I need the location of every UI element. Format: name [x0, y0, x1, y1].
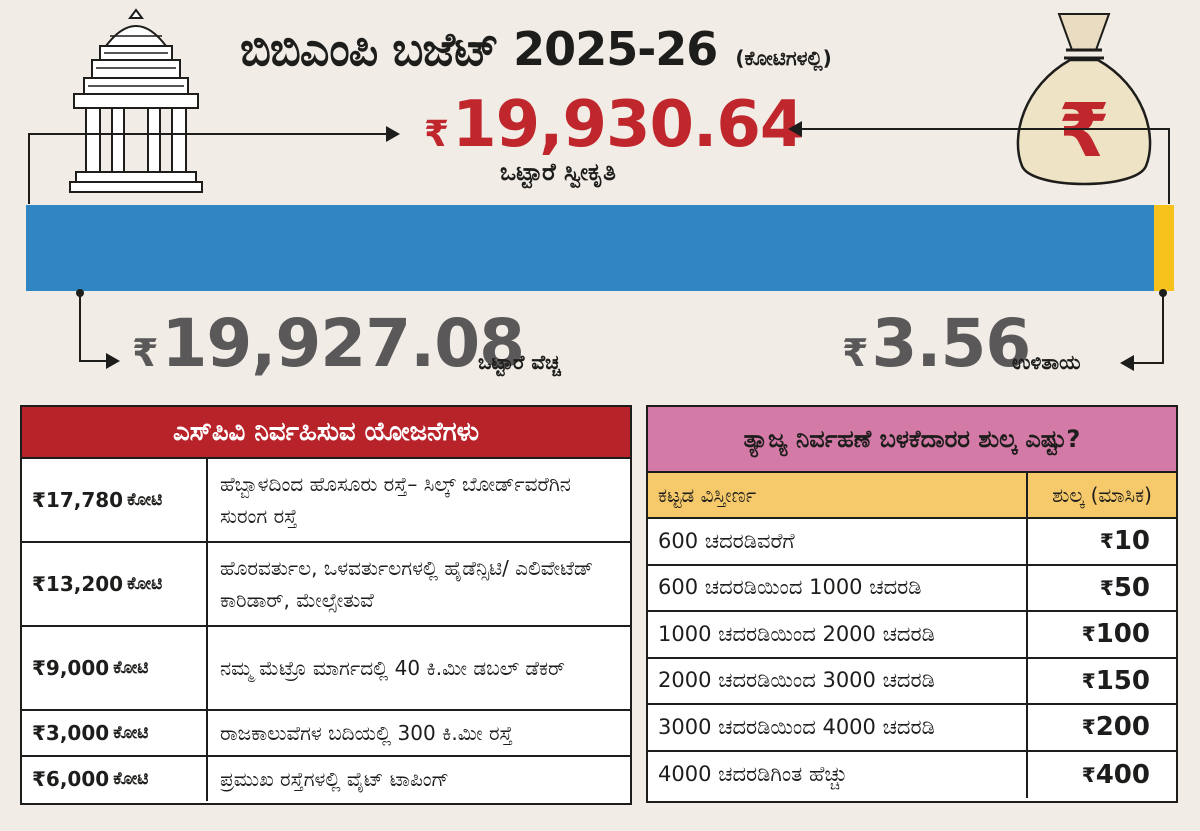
table-row: 600 ಚದರಡಿವರೆಗೆ ₹10: [648, 519, 1176, 566]
spv-projects-table: ಎಸ್‌ಪಿವಿ ನಿರ್ವಹಿಸುವ ಯೋಜನೆಗಳು ₹17,780 ಕೋಟಿ…: [20, 405, 632, 805]
fee-cell: ₹50: [1099, 572, 1150, 603]
table-row: 1000 ಚದರಡಿಯಿಂದ 2000 ಚದರಡಿ ₹100: [648, 612, 1176, 659]
fee-cell: ₹200: [1081, 712, 1150, 743]
area-cell: 4000 ಚದರಡಿಗಿಂತ ಹೆಚ್ಚು: [648, 751, 1028, 798]
column-header-fee: ಶುಲ್ಕ (ಮಾಸಿಕ): [1052, 483, 1152, 507]
connector-left-vertical: [28, 134, 30, 204]
project-description: ಪ್ರಮುಖ ರಸ್ತೆಗಳಲ್ಲಿ ವೈಟ್ ಟಾಪಿಂಗ್: [220, 767, 449, 791]
arrow-right-icon: [386, 126, 400, 142]
fee-cell: ₹10: [1099, 526, 1150, 557]
connector-right-horizontal: [802, 128, 1170, 130]
table-row: ₹3,000 ಕೋಟಿ ರಾಜಕಾಲುವೆಗಳ ಬದಿಯಲ್ಲಿ 300 ಕಿ.ಮ…: [22, 711, 630, 757]
total-receipts-amount: ₹19,930.64: [424, 88, 804, 162]
project-amount: ₹9,000 ಕೋಟಿ: [22, 627, 208, 709]
table-row: 4000 ಚದರಡಿಗಿಂತ ಹೆಚ್ಚು ₹400: [648, 751, 1176, 798]
connector-right-vertical: [1168, 128, 1170, 204]
waste-fee-heading: ತ್ಯಾಜ್ಯ ನಿರ್ವಹಣೆ ಬಳಕೆದಾರರ ಶುಲ್ಕ ಎಷ್ಟು?: [648, 407, 1176, 473]
waste-fee-table: ತ್ಯಾಜ್ಯ ನಿರ್ವಹಣೆ ಬಳಕೆದಾರರ ಶುಲ್ಕ ಎಷ್ಟು? ಕ…: [646, 405, 1178, 803]
surplus-amount: ₹3.56: [842, 305, 1031, 382]
temple-icon: [69, 8, 203, 193]
arrow-right-icon: [106, 353, 120, 369]
expenditure-connector-vertical: [79, 293, 81, 361]
unit-note: (ಕೋಟಿಗಳಲ್ಲಿ): [735, 46, 832, 70]
budget-title-row: ಬಿಬಿಎಂಪಿ ಬಜೆಟ್ 2025-26 (ಕೋಟಿಗಳಲ್ಲಿ): [240, 22, 832, 78]
table-row: 3000 ಚದರಡಿಯಿಂದ 4000 ಚದರಡಿ ₹200: [648, 705, 1176, 752]
project-amount: ₹3,000 ಕೋಟಿ: [22, 711, 208, 755]
waste-fee-column-header: ಕಟ್ಟಡ ವಿಸ್ತೀರ್ಣ ಶುಲ್ಕ (ಮಾಸಿಕ): [648, 473, 1176, 519]
table-row: ₹6,000 ಕೋಟಿ ಪ್ರಮುಖ ರಸ್ತೆಗಳಲ್ಲಿ ವೈಟ್ ಟಾಪಿಂ…: [22, 757, 630, 801]
project-amount: ₹13,200 ಕೋಟಿ: [22, 543, 208, 625]
expenditure-label: ಒಟ್ಟಾರೆ ವೆಚ್ಚ: [478, 350, 561, 374]
fee-cell: ₹100: [1081, 619, 1150, 650]
fee-cell: ₹150: [1081, 665, 1150, 696]
area-cell: 600 ಚದರಡಿಯಿಂದ 1000 ಚದರಡಿ: [648, 565, 1028, 610]
project-description: ಹೆಬ್ಬಾಳದಿಂದ ಹೊಸೂರು ರಸ್ತೆ– ಸಿಲ್ಕ್ ಬೋರ್ಡ್‌…: [220, 472, 571, 528]
table-row: 600 ಚದರಡಿಯಿಂದ 1000 ಚದರಡಿ ₹50: [648, 565, 1176, 612]
project-amount: ₹6,000 ಕೋಟಿ: [22, 757, 208, 801]
project-description: ರಾಜಕಾಲುವೆಗಳ ಬದಿಯಲ್ಲಿ 300 ಕಿ.ಮೀ ರಸ್ತೆ: [220, 721, 513, 745]
table-row: 2000 ಚದರಡಿಯಿಂದ 3000 ಚದರಡಿ ₹150: [648, 658, 1176, 705]
budget-title: ಬಿಬಿಎಂಪಿ ಬಜೆಟ್ 2025-26: [240, 22, 718, 76]
column-header-area: ಕಟ್ಟಡ ವಿಸ್ತೀರ್ಣ: [648, 473, 1028, 517]
budget-bar: [26, 205, 1174, 291]
spv-projects-heading: ಎಸ್‌ಪಿವಿ ನಿರ್ವಹಿಸುವ ಯೋಜನೆಗಳು: [22, 407, 630, 459]
area-cell: 3000 ಚದರಡಿಯಿಂದ 4000 ಚದರಡಿ: [648, 705, 1028, 750]
area-cell: 600 ಚದರಡಿವರೆಗೆ: [648, 519, 1028, 564]
expenditure-connector-horizontal: [79, 360, 109, 362]
total-receipts: ₹19,930.64: [0, 88, 1200, 162]
surplus-segment: [1154, 205, 1174, 291]
project-amount: ₹17,780 ಕೋಟಿ: [22, 459, 208, 541]
project-description: ನಮ್ಮ ಮೆಟ್ರೊ ಮಾರ್ಗದಲ್ಲಿ 40 ಕಿ.ಮೀ ಡಬಲ್ ಡೆಕ…: [220, 656, 566, 680]
fee-cell: ₹400: [1081, 759, 1150, 790]
money-bag-icon: ₹: [1016, 13, 1152, 186]
rupee-icon: ₹: [1058, 88, 1110, 174]
connector-left-horizontal: [28, 133, 388, 135]
surplus-connector-horizontal: [1132, 362, 1164, 364]
area-cell: 2000 ಚದರಡಿಯಿಂದ 3000 ಚದರಡಿ: [648, 658, 1028, 703]
surplus-label: ಉಳಿತಾಯ: [1012, 350, 1081, 374]
arrow-left-icon: [1120, 355, 1134, 371]
project-description: ಹೊರವರ್ತುಲ, ಒಳವರ್ತುಲಗಳಲ್ಲಿ ಹೈಡೆನ್ಸಿಟಿ/ ಎಲ…: [220, 556, 594, 612]
surplus-connector-vertical: [1162, 293, 1164, 363]
table-row: ₹9,000 ಕೋಟಿ ನಮ್ಮ ಮೆಟ್ರೊ ಮಾರ್ಗದಲ್ಲಿ 40 ಕಿ.…: [22, 627, 630, 711]
table-row: ₹17,780 ಕೋಟಿ ಹೆಬ್ಬಾಳದಿಂದ ಹೊಸೂರು ರಸ್ತೆ– ಸಿ…: [22, 459, 630, 543]
expenditure-amount: ₹19,927.08: [132, 305, 525, 382]
area-cell: 1000 ಚದರಡಿಯಿಂದ 2000 ಚದರಡಿ: [648, 612, 1028, 657]
total-receipts-label: ಒಟ್ಟಾರೆ ಸ್ವೀಕೃತಿ: [500, 158, 616, 186]
arrow-left-icon: [788, 121, 802, 137]
table-row: ₹13,200 ಕೋಟಿ ಹೊರವರ್ತುಲ, ಒಳವರ್ತುಲಗಳಲ್ಲಿ ಹೈ…: [22, 543, 630, 627]
